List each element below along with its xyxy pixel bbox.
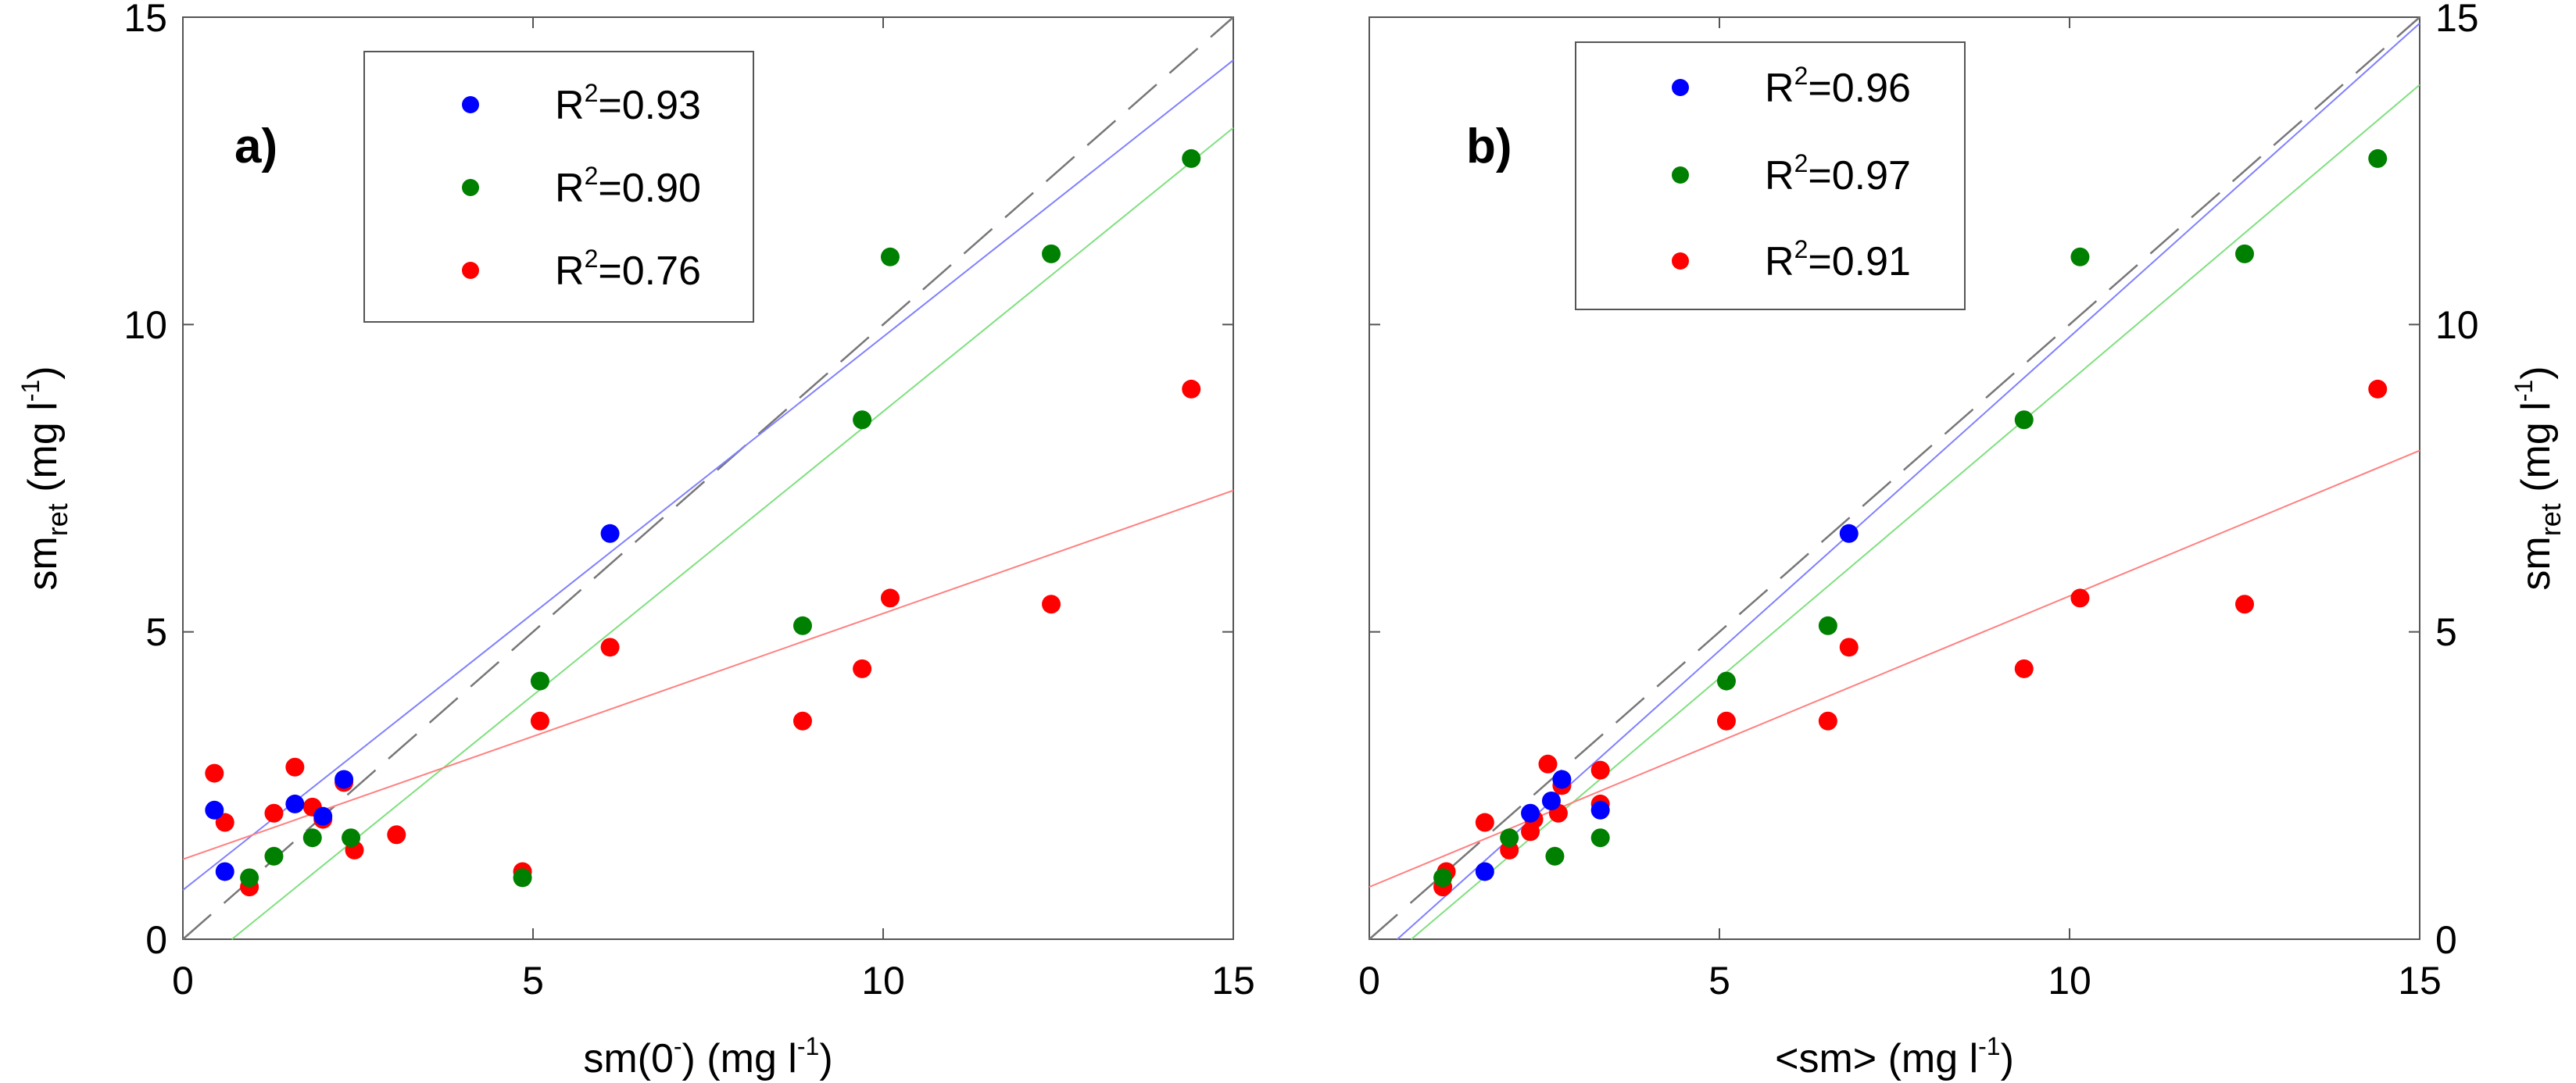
panel-a-point-green <box>342 828 360 847</box>
panel-b-point-red <box>1591 761 1610 780</box>
panel-b-point-green <box>2368 149 2387 168</box>
panel-b-legend-marker-red <box>1672 252 1689 270</box>
panel-b-point-red <box>2235 595 2254 613</box>
panel-a-legend-marker-blue <box>462 96 479 113</box>
panel-a-point-red <box>205 764 224 783</box>
panel-a-point-red <box>264 804 283 823</box>
panel-a-y-tick-label: 5 <box>145 610 167 654</box>
panel-a-point-red <box>531 712 549 731</box>
panel-b-point-red <box>1476 813 1494 832</box>
panel-a-legend-entry-red: R2=0.76 <box>555 245 701 294</box>
panel-a-point-red <box>1182 380 1200 399</box>
panel-a-x-tick-label: 10 <box>861 959 905 1003</box>
panel-a-point-blue <box>285 795 304 813</box>
panel-b-point-red <box>2070 588 2089 607</box>
panel-a-point-blue <box>205 801 224 820</box>
panel-a-point-red <box>793 712 812 731</box>
panel-b-point-green <box>1819 617 1837 635</box>
panel-a-point-green <box>853 410 871 429</box>
panel-b-legend: R2=0.96 R2=0.97 R2=0.91 <box>1576 42 1965 309</box>
panel-b-point-blue <box>1552 770 1571 788</box>
panel-a-y-axis-label: smret (mg l-1) <box>16 366 73 590</box>
panel-a-point-green <box>1182 149 1200 168</box>
panel-b-point-blue <box>1476 862 1494 881</box>
panel-b-x-tick-label: 5 <box>1708 959 1730 1003</box>
panel-b-x-tick-label: 10 <box>2048 959 2091 1003</box>
panel-a-legend-marker-red <box>462 262 479 279</box>
panel-b-label: b) <box>1466 120 1512 173</box>
panel-a-point-red <box>853 659 871 678</box>
panel-b-legend-entry-red: R2=0.91 <box>1765 235 1911 284</box>
panel-a-point-blue <box>216 862 234 881</box>
panel-a-x-axis-label: sm(0-) (mg l-1) <box>583 1032 832 1081</box>
panel-b-point-green <box>1500 828 1519 847</box>
panel-b-point-green <box>1717 672 1736 691</box>
panel-b-x-tick-label: 15 <box>2398 959 2442 1003</box>
panel-a-legend-entry-blue: R2=0.93 <box>555 79 701 128</box>
panel-a-point-green <box>1042 245 1061 263</box>
panel-b-point-green <box>1591 828 1610 847</box>
panel-b-point-red <box>1819 712 1837 731</box>
panel-b-point-green <box>2015 410 2034 429</box>
panel-a-point-green <box>240 868 259 887</box>
panel-b-x-tick-label: 0 <box>1358 959 1380 1003</box>
panel-a-x-tick-label: 0 <box>172 959 194 1003</box>
panel-b-point-red <box>2015 659 2034 678</box>
panel-b-point-red <box>1840 638 1859 656</box>
panel-a-legend-entry-green: R2=0.90 <box>555 162 701 211</box>
panel-b-x-axis-label: <sm> (mg l-1) <box>1775 1032 2014 1081</box>
panel-a-y-tick-label: 0 <box>145 918 167 962</box>
panel-a-x-tick-label: 5 <box>522 959 544 1003</box>
panel-a-point-green <box>264 847 283 866</box>
panel-a-point-red <box>881 588 900 607</box>
panel-b-point-green <box>2070 248 2089 266</box>
panel-b-point-red <box>1538 755 1557 774</box>
panel-a-point-green <box>793 617 812 635</box>
panel-b-legend-entry-green: R2=0.97 <box>1765 149 1911 198</box>
panel-b: 0 5 10 15 0 5 10 15 <sm> (mg l-1) smret … <box>1358 0 2567 1081</box>
panel-b-y-axis-label: smret (mg l-1) <box>2510 366 2567 590</box>
panel-b-y-tick-label: 5 <box>2435 610 2457 654</box>
panel-b-point-green <box>1545 847 1564 866</box>
panel-b-legend-marker-blue <box>1672 79 1689 96</box>
panel-b-point-blue <box>1521 804 1540 823</box>
panel-a-point-green <box>513 868 532 887</box>
panel-b-point-blue <box>1542 792 1561 810</box>
panel-a-point-green <box>881 248 900 266</box>
panel-a-point-green <box>531 672 549 691</box>
panel-a-legend: R2=0.93 R2=0.90 R2=0.76 <box>364 52 753 322</box>
panel-b-point-green <box>2235 245 2254 263</box>
panel-b-point-red <box>2368 380 2387 399</box>
panel-b-y-tick-label: 0 <box>2435 918 2457 962</box>
panel-a-point-red <box>1042 595 1061 613</box>
panel-a-point-red <box>285 758 304 777</box>
panel-a-x-tick-label: 15 <box>1211 959 1255 1003</box>
panel-a-legend-marker-green <box>462 179 479 196</box>
panel-a-point-green <box>303 828 322 847</box>
panel-a-y-tick-label: 15 <box>123 0 167 40</box>
panel-a: 0 5 10 15 0 5 10 15 sm(0-) (mg l-1) smre… <box>16 0 1255 1081</box>
panel-a-y-tick-label: 10 <box>123 303 167 347</box>
panel-b-legend-marker-green <box>1672 166 1689 184</box>
panel-b-point-blue <box>1840 524 1859 543</box>
panel-a-point-blue <box>313 807 332 826</box>
figure: 0 5 10 15 0 5 10 15 sm(0-) (mg l-1) smre… <box>0 0 2576 1083</box>
panel-b-y-tick-label: 10 <box>2435 303 2479 347</box>
panel-a-point-blue <box>335 770 353 788</box>
panel-b-y-tick-label: 15 <box>2435 0 2479 40</box>
panel-b-point-blue <box>1591 801 1610 820</box>
panel-a-label: a) <box>234 120 277 173</box>
panel-b-point-red <box>1717 712 1736 731</box>
panel-b-legend-entry-blue: R2=0.96 <box>1765 62 1911 111</box>
panel-a-point-blue <box>601 524 620 543</box>
panel-a-point-red <box>601 638 620 656</box>
panel-a-point-red <box>387 825 406 844</box>
panel-b-point-green <box>1433 868 1452 887</box>
